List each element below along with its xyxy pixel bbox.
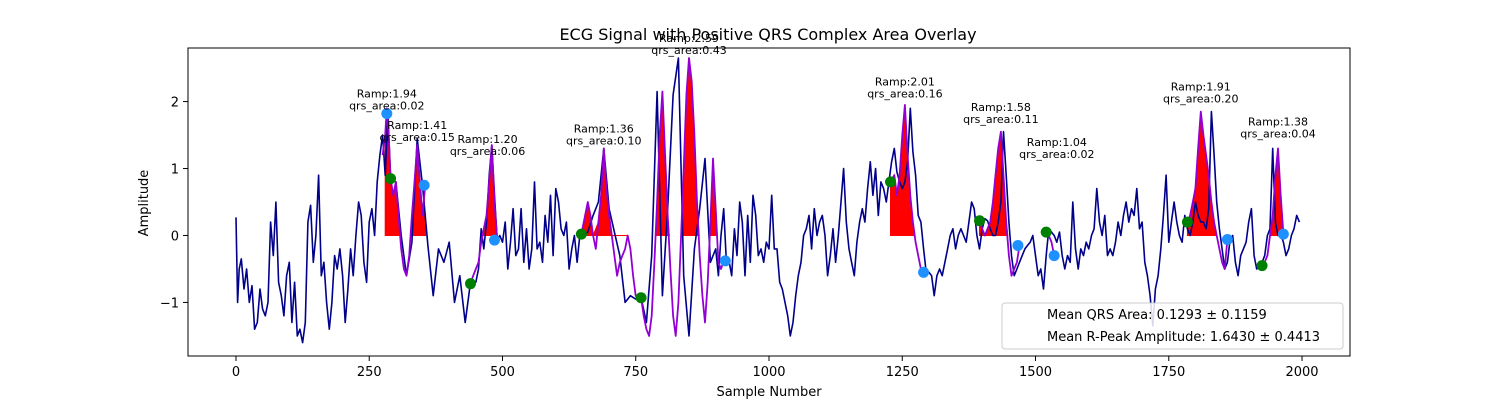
peak-markers — [381, 108, 1289, 304]
annotation-qrs-area: qrs_area:0.02 — [1019, 148, 1094, 161]
legend-box — [1001, 302, 1344, 350]
annotation-ramp: Ramp:2.01 — [875, 76, 935, 89]
annotation-qrs-area: qrs_area:0.06 — [450, 145, 525, 158]
qrs-onset-marker — [465, 278, 477, 290]
qrs-onset-marker — [635, 292, 647, 304]
qrs-onset-marker — [575, 228, 587, 240]
legend-entry-mean-r-peak-amplitude: Mean R-Peak Amplitude: 1.6430 ± 0.4413 — [1047, 330, 1320, 345]
annotation-ramp: Ramp:1.36 — [574, 122, 634, 135]
x-tick-label: 500 — [490, 365, 515, 380]
r-peak-marker — [918, 266, 930, 278]
annotation-ramp: Ramp:1.41 — [387, 119, 447, 132]
x-tick-label: 1750 — [1152, 365, 1185, 380]
r-peak-marker — [1048, 250, 1060, 262]
qrs-segment-line — [469, 144, 499, 284]
annotation-ramp: Ramp:1.94 — [357, 88, 417, 101]
y-axis: −1 0 1 2 — [160, 96, 188, 311]
annotation-qrs-area: qrs_area:0.11 — [963, 113, 1038, 126]
annotation-ramp: Ramp:1.58 — [971, 101, 1031, 114]
annotation-qrs-area: qrs_area:0.43 — [651, 44, 726, 57]
r-peak-marker — [488, 234, 500, 246]
annotation-qrs-area: qrs_area:0.20 — [1163, 92, 1238, 105]
annotation-qrs-area: qrs_area:0.10 — [566, 134, 641, 147]
peak-annotations: Ramp:1.94qrs_area:0.02Ramp:1.41qrs_area:… — [349, 32, 1316, 161]
chart-title: ECG Signal with Positive QRS Complex Are… — [559, 25, 976, 44]
annotation-ramp: Ramp:1.38 — [1248, 116, 1308, 129]
x-tick-label: 2000 — [1285, 365, 1318, 380]
qrs-segment-line — [576, 57, 725, 337]
annotation-qrs-area: qrs_area:0.16 — [867, 88, 942, 101]
qrs-segment-line — [978, 130, 1021, 277]
r-peak-marker — [381, 108, 393, 120]
x-axis-title: Sample Number — [716, 385, 822, 400]
annotation-ramp: Ramp:1.04 — [1027, 136, 1087, 149]
x-tick-label: 1250 — [886, 365, 919, 380]
qrs-segments — [381, 57, 1285, 337]
x-tick-label: 0 — [232, 365, 240, 380]
y-tick-label: 0 — [171, 229, 179, 244]
y-tick-label: −1 — [160, 296, 179, 311]
y-tick-label: 1 — [171, 163, 179, 178]
y-tick-label: 2 — [171, 96, 179, 111]
qrs-onset-marker — [1181, 216, 1193, 228]
annotation-qrs-area: qrs_area:0.15 — [379, 131, 454, 144]
r-peak-marker — [1012, 240, 1024, 252]
x-tick-label: 750 — [623, 365, 648, 380]
legend: Mean QRS Area: 0.1293 ± 0.1159 Mean R-Pe… — [1001, 302, 1344, 350]
annotation-qrs-area: qrs_area:0.02 — [349, 100, 424, 113]
qrs-onset-marker — [1256, 260, 1268, 272]
qrs-segment-line — [1261, 147, 1285, 267]
qrs-onset-marker — [1040, 226, 1052, 238]
x-axis: 0 250 500 750 1000 1250 1500 1750 2000 — [232, 356, 1319, 380]
qrs-onset-marker — [974, 215, 986, 227]
x-tick-label: 1500 — [1019, 365, 1052, 380]
x-tick-label: 250 — [357, 365, 382, 380]
r-peak-marker — [1277, 228, 1289, 240]
y-axis-title: Amplitude — [137, 170, 152, 237]
qrs-segment-line — [1186, 110, 1229, 270]
qrs-segment-line — [381, 107, 427, 277]
annotation-ramp: Ramp:2.59 — [659, 32, 719, 45]
legend-entry-mean-qrs-area: Mean QRS Area: 0.1293 ± 0.1159 — [1047, 308, 1267, 323]
annotation-qrs-area: qrs_area:0.04 — [1240, 128, 1315, 141]
r-peak-marker — [1221, 233, 1233, 245]
x-tick-label: 1000 — [752, 365, 785, 380]
annotation-ramp: Ramp:1.20 — [458, 133, 518, 146]
qrs-onset-marker — [385, 173, 397, 185]
qrs-onset-marker — [885, 176, 897, 188]
annotation-ramp: Ramp:1.91 — [1171, 80, 1231, 93]
r-peak-marker — [719, 255, 731, 267]
r-peak-marker — [418, 179, 430, 191]
qrs-segment-line — [889, 104, 925, 273]
